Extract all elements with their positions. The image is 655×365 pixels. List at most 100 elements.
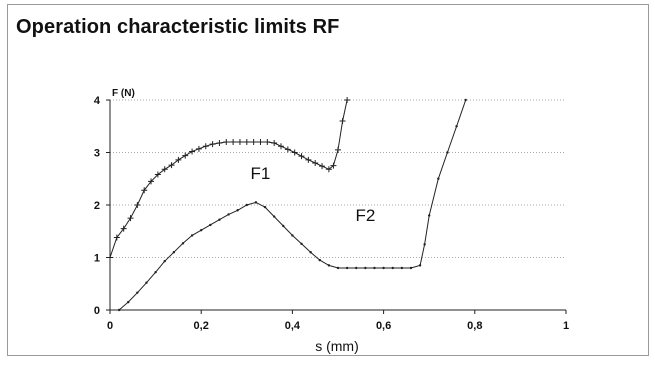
marker-f1-28 <box>298 153 305 160</box>
marker-f2-3 <box>145 281 148 284</box>
marker-f2-30 <box>391 266 394 270</box>
marker-f2-16 <box>263 205 267 209</box>
series-markers <box>107 97 467 312</box>
marker-f1-31 <box>319 163 326 170</box>
chart-title: Operation characteristic limits RF <box>16 16 340 38</box>
y-tick-label-2: 2 <box>94 200 100 212</box>
marker-f2-14 <box>245 203 248 207</box>
marker-f2-37 <box>446 151 449 154</box>
marker-f2-24 <box>336 266 340 270</box>
marker-f1-23 <box>264 139 271 145</box>
marker-f2-28 <box>373 266 376 270</box>
marker-f1-26 <box>284 146 291 153</box>
marker-f1-16 <box>216 140 223 147</box>
marker-f1-35 <box>339 118 346 124</box>
marker-f1-18 <box>230 139 237 145</box>
marker-f1-17 <box>223 139 230 145</box>
marker-f1-8 <box>161 166 168 173</box>
marker-f2-6 <box>172 251 176 254</box>
series-line-f2 <box>118 99 467 311</box>
marker-f2-32 <box>409 266 413 270</box>
x-tick-label-2: 0,4 <box>285 320 301 332</box>
marker-f2-35 <box>428 214 431 217</box>
marker-f2-4 <box>154 271 157 274</box>
marker-f2-39 <box>464 98 467 102</box>
marker-f2-22 <box>318 258 321 262</box>
marker-f2-23 <box>327 264 331 267</box>
marker-f2-10 <box>209 223 212 227</box>
annotation-f1: F1 <box>251 164 271 183</box>
marker-f2-11 <box>218 218 221 221</box>
marker-f2-7 <box>181 242 185 245</box>
y-tick-label-4: 4 <box>94 95 101 107</box>
marker-f1-13 <box>195 145 202 152</box>
marker-f2-9 <box>200 229 203 232</box>
marker-f1-4 <box>134 202 141 208</box>
marker-f2-20 <box>300 242 303 246</box>
marker-f1-11 <box>182 152 189 159</box>
marker-f1-3 <box>127 215 134 222</box>
marker-f1-36 <box>344 97 351 103</box>
marker-f2-15 <box>254 201 258 204</box>
marker-f2-31 <box>400 266 404 270</box>
x-axis-label: s (mm) <box>315 338 359 354</box>
y-tick-label-3: 3 <box>94 148 100 160</box>
marker-f1-24 <box>271 140 278 147</box>
marker-f1-5 <box>141 187 148 194</box>
y-tick-label-0: 0 <box>94 305 100 317</box>
x-tick-label-4: 0,8 <box>467 320 482 332</box>
marker-f2-12 <box>227 213 230 216</box>
marker-f1-6 <box>148 178 155 185</box>
marker-f2-33 <box>418 264 422 267</box>
marker-f2-34 <box>423 243 426 246</box>
y-axis-label: F (N) <box>112 88 135 99</box>
marker-f1-2 <box>120 225 127 232</box>
marker-f1-14 <box>202 143 209 150</box>
marker-f2-19 <box>291 234 294 237</box>
marker-f2-13 <box>236 209 239 212</box>
marker-f1-20 <box>243 139 250 145</box>
marker-f2-0 <box>117 308 121 312</box>
marker-f1-25 <box>278 143 284 150</box>
grid-lines <box>110 99 566 258</box>
marker-f1-19 <box>236 139 243 145</box>
tick-labels: 0 1 2 3 4 0 0,2 0,4 0,6 0,8 1 <box>94 95 569 332</box>
marker-f2-26 <box>355 266 358 270</box>
marker-f2-1 <box>127 300 130 304</box>
marker-f2-17 <box>272 215 276 218</box>
chart-frame <box>7 4 649 356</box>
marker-f1-30 <box>312 160 319 166</box>
axes <box>106 99 567 314</box>
marker-f2-18 <box>282 224 285 228</box>
marker-f1-29 <box>305 156 312 163</box>
x-tick-label-3: 0,6 <box>376 320 391 332</box>
marker-f1-27 <box>291 149 298 156</box>
marker-f1-7 <box>154 171 161 178</box>
marker-f2-25 <box>345 266 349 270</box>
marker-f1-15 <box>209 141 216 148</box>
marker-f2-38 <box>455 125 458 128</box>
marker-f2-21 <box>309 251 312 254</box>
y-tick-label-1: 1 <box>94 253 100 265</box>
marker-f1-33 <box>330 162 337 169</box>
marker-f1-34 <box>335 146 341 153</box>
marker-f1-0 <box>107 254 113 261</box>
annotation-f2: F2 <box>355 206 375 225</box>
marker-f1-1 <box>113 234 120 241</box>
marker-f2-27 <box>364 266 367 270</box>
marker-f1-10 <box>175 156 182 163</box>
marker-f1-12 <box>189 148 196 155</box>
marker-f1-22 <box>257 139 264 145</box>
x-tick-label-0: 0 <box>107 320 113 332</box>
marker-f2-5 <box>163 259 166 263</box>
marker-f1-32 <box>325 166 332 173</box>
series-line-f1 <box>109 99 348 258</box>
x-tick-label-1: 0,2 <box>194 320 209 332</box>
marker-f2-29 <box>382 266 385 270</box>
marker-f1-21 <box>250 139 257 145</box>
marker-f1-9 <box>168 162 175 169</box>
marker-f2-2 <box>136 291 139 294</box>
x-tick-label-5: 1 <box>563 320 569 332</box>
marker-f2-8 <box>190 234 194 237</box>
